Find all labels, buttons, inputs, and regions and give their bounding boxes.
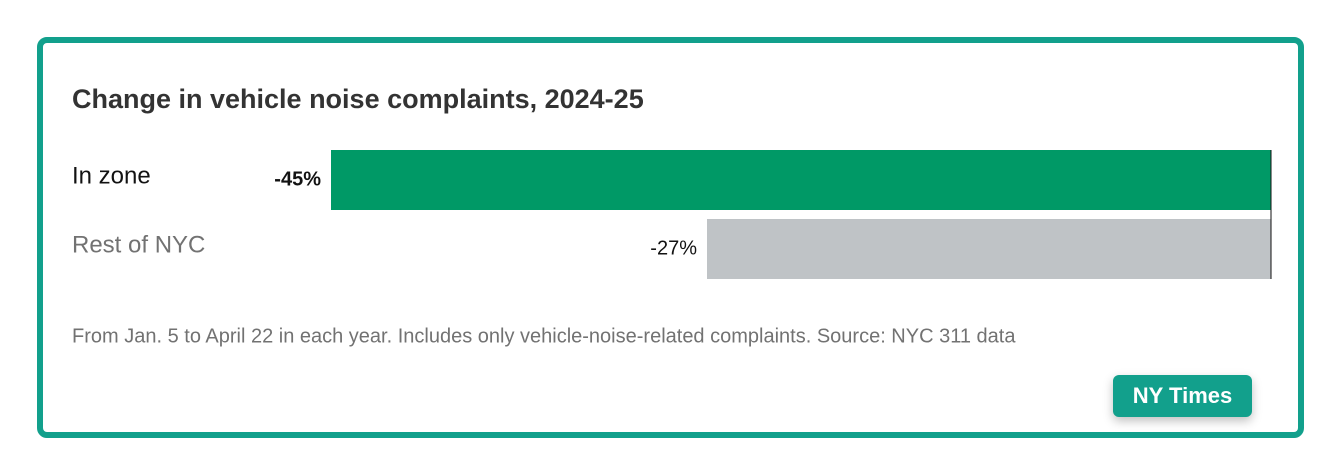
chart-note: From Jan. 5 to April 22 in each year. In… xyxy=(72,325,1016,347)
value-label: -27% xyxy=(650,237,697,259)
bar xyxy=(707,219,1271,279)
category-label: In zone xyxy=(72,162,151,189)
value-label: -45% xyxy=(274,168,321,190)
bar xyxy=(331,150,1271,210)
category-label: Rest of NYC xyxy=(72,231,205,258)
chart-title: Change in vehicle noise complaints, 2024… xyxy=(72,84,644,114)
source-badge[interactable]: NY Times xyxy=(1113,375,1252,417)
